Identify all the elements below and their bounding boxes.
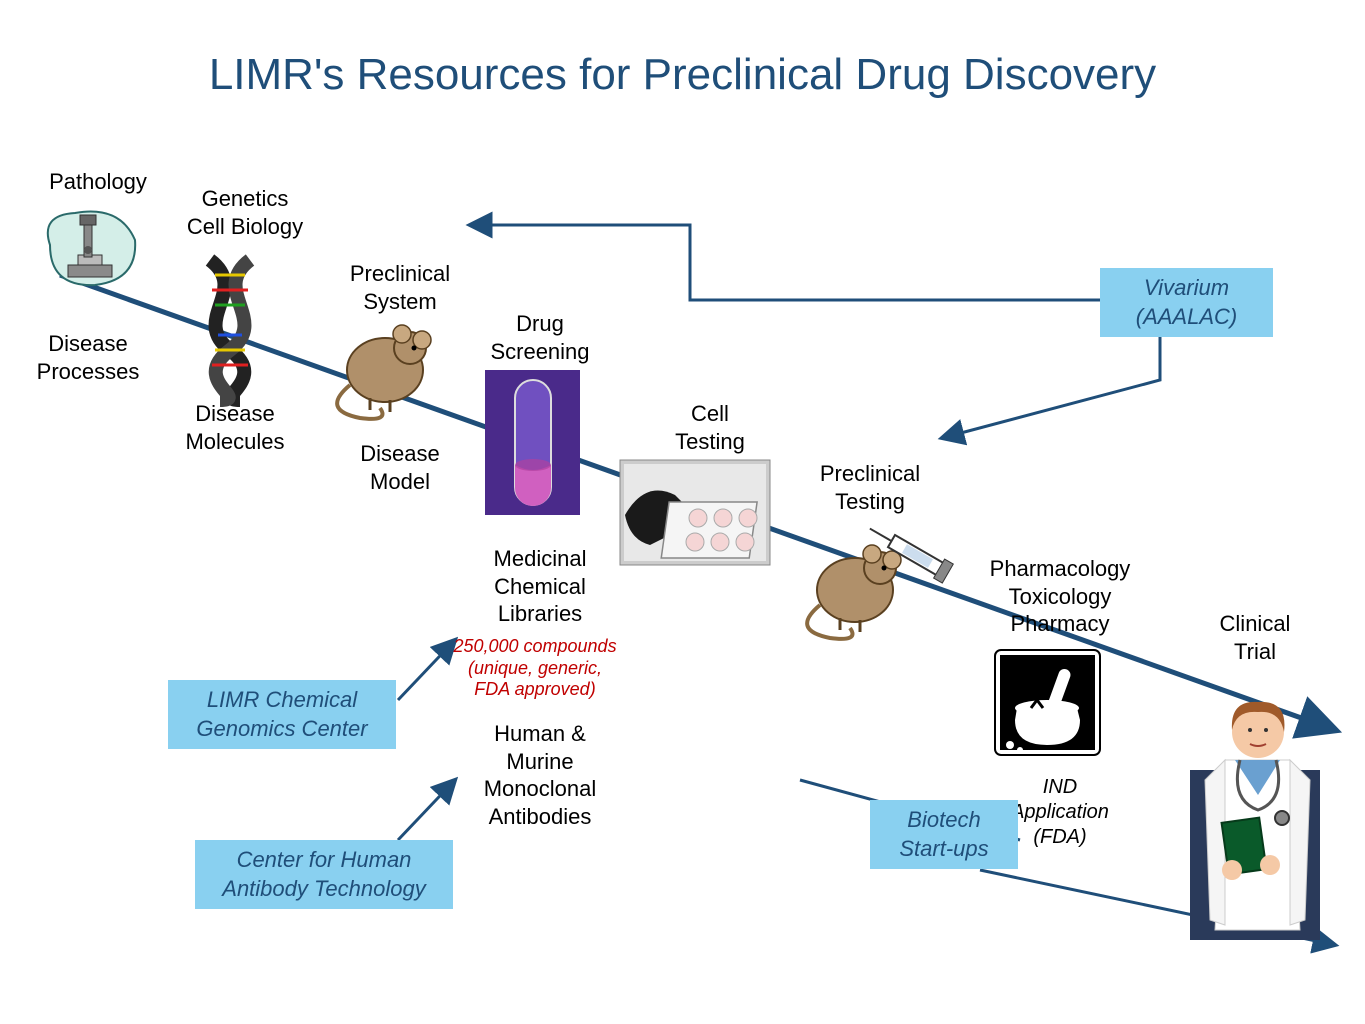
pharmacology-title: Pharmacology Toxicology Pharmacy — [960, 555, 1160, 638]
drug-screening-title: Drug Screening — [460, 310, 620, 365]
rx-icon: R — [995, 650, 1100, 755]
mouse-icon-1 — [337, 325, 431, 419]
cell-testing-title: Cell Testing — [630, 400, 790, 455]
pathology-subtitle: Disease Processes — [18, 330, 158, 385]
main-flow-line — [60, 275, 1335, 730]
biotech-callout: Biotech Start-ups — [870, 800, 1018, 869]
antibody-tech-arrow — [398, 780, 455, 840]
cell-plate-icon — [620, 460, 770, 565]
microscope-icon — [48, 212, 135, 286]
drug-screening-sub1: Medicinal Chemical Libraries — [450, 545, 630, 628]
drug-screening-sub2: Human & Murine Monoclonal Antibodies — [450, 720, 630, 830]
preclinical-system-subtitle: Disease Model — [320, 440, 480, 495]
clinical-trial-title: Clinical Trial — [1175, 610, 1335, 665]
chem-genomics-callout: LIMR Chemical Genomics Center — [168, 680, 396, 749]
drug-screening-red: 250,000 compounds (unique, generic, FDA … — [430, 636, 640, 701]
preclinical-testing-title: Preclinical Testing — [790, 460, 950, 515]
genetics-title: Genetics Cell Biology — [165, 185, 325, 240]
svg-text:R: R — [1023, 680, 1041, 706]
test-tube-icon — [485, 370, 580, 515]
mouse-syringe-icon — [807, 519, 953, 639]
vivarium-callout: Vivarium (AAALAC) — [1100, 268, 1273, 337]
pathology-title: Pathology — [38, 168, 158, 196]
page-title: LIMR's Resources for Preclinical Drug Di… — [0, 50, 1365, 100]
antibody-tech-callout: Center for Human Antibody Technology — [195, 840, 453, 909]
genetics-subtitle: Disease Molecules — [155, 400, 315, 455]
vivarium-arrow-down — [942, 336, 1160, 438]
vivarium-arrow-left — [470, 225, 1100, 300]
doctor-icon — [1190, 702, 1320, 940]
dna-icon — [210, 260, 250, 400]
preclinical-system-title: Preclinical System — [320, 260, 480, 315]
biotech-arrow-out — [980, 870, 1335, 945]
